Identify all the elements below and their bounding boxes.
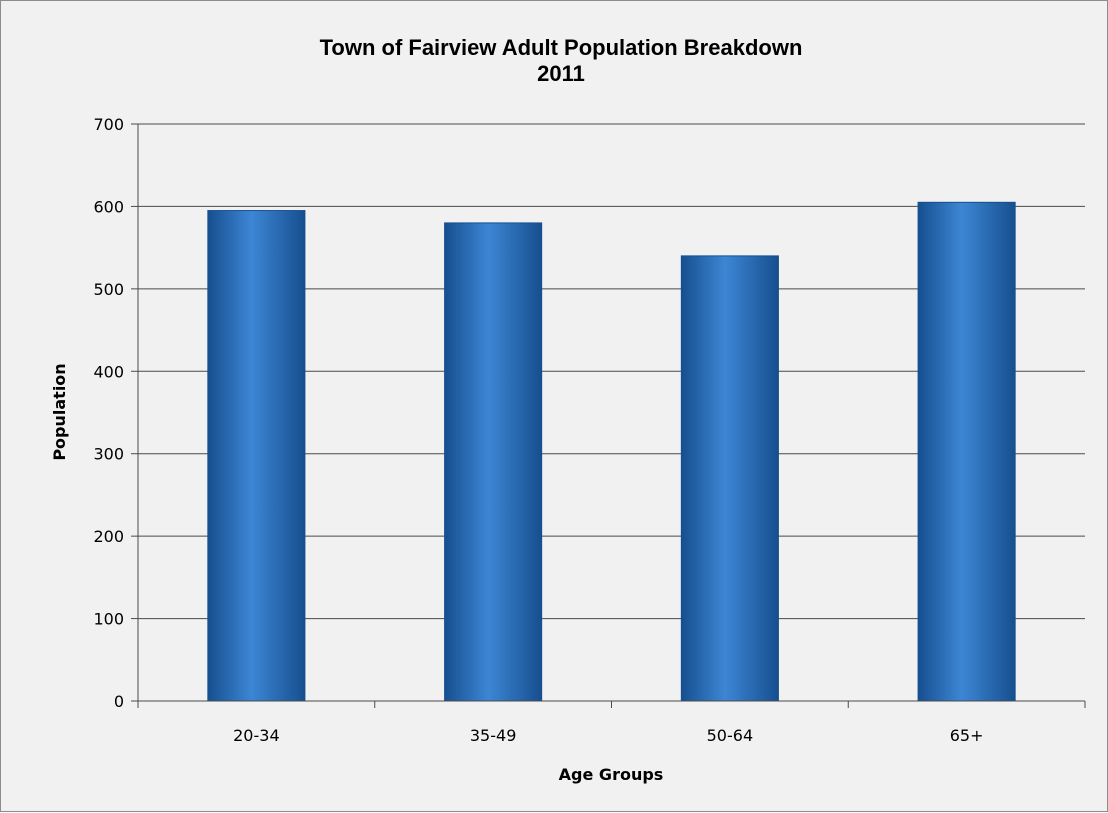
y-tick-label: 400: [93, 362, 124, 381]
y-tick-label: 600: [93, 197, 124, 216]
y-tick-label: 300: [93, 445, 124, 464]
bar-65+: [917, 201, 1016, 702]
bar-35-49: [444, 222, 543, 702]
chart-title: Town of Fairview Adult Population Breakd…: [320, 35, 803, 60]
bar-50-64: [680, 255, 779, 702]
x-axis-title: Age Groups: [559, 765, 664, 784]
y-axis-title: Population: [50, 363, 69, 460]
y-tick-labels: 0 100 200 300 400 500 600 700: [93, 115, 124, 711]
y-tick-label: 700: [93, 115, 124, 134]
axes: [137, 124, 1086, 708]
x-tick-label: 35-49: [470, 726, 517, 745]
x-tick-label: 65+: [950, 726, 984, 745]
y-tick-label: 0: [114, 692, 124, 711]
x-tick-labels: 20-34 35-49 50-64 65+: [233, 726, 983, 745]
chart-subtitle: 2011: [537, 61, 585, 86]
y-tick-label: 100: [93, 610, 124, 629]
y-tick-label: 200: [93, 527, 124, 546]
x-tick-label: 20-34: [233, 726, 280, 745]
y-tick-label: 500: [93, 280, 124, 299]
x-tick-label: 50-64: [707, 726, 754, 745]
bar-20-34: [207, 210, 306, 702]
bars: [207, 201, 1016, 702]
